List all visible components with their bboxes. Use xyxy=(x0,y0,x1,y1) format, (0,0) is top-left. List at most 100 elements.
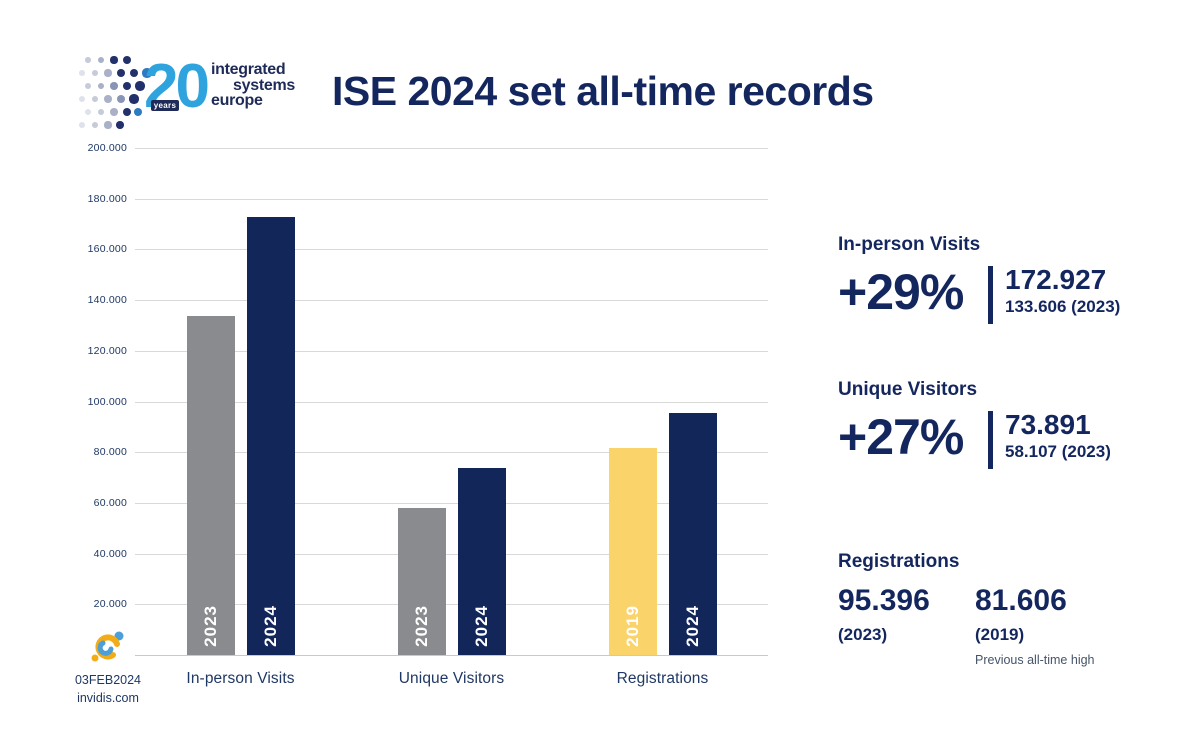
logo-dot xyxy=(91,121,99,129)
gridline xyxy=(135,148,768,149)
stat-block-unique-visitors: Unique Visitors +27% 73.891 58.107 (2023… xyxy=(838,379,1111,469)
bar-2019-registrations: 2019 xyxy=(608,448,657,655)
ise-brand-line3: europe xyxy=(211,92,263,109)
stat-row: +27% 73.891 58.107 (2023) xyxy=(838,408,1111,469)
stat-heading: In-person Visits xyxy=(838,234,981,255)
bar-2023-unique-visitors: 2023 xyxy=(397,507,446,655)
bar-year-label: 2019 xyxy=(622,605,642,647)
logo-dot xyxy=(79,122,85,128)
gridline xyxy=(135,502,768,504)
ise-brand-line1: integrated xyxy=(211,61,286,78)
logo-dot xyxy=(91,95,99,103)
logo-dot xyxy=(129,68,139,78)
logo-dot xyxy=(122,81,132,91)
y-axis-tick-label: 120.000 xyxy=(87,344,127,357)
logo-dot xyxy=(97,56,105,64)
bar-year-label: 2023 xyxy=(200,605,220,647)
ise-brand-line2: systems xyxy=(233,76,295,94)
bar-year-label: 2023 xyxy=(411,605,431,647)
x-axis-category-label: Unique Visitors xyxy=(398,670,505,687)
stat-current-value: 172.927 xyxy=(1005,264,1107,295)
y-axis-tick-label: 20.000 xyxy=(93,598,127,611)
stat-previous-value: 133.606 (2023) xyxy=(1005,297,1121,316)
registrations-2023-column: 95.396 (2023) xyxy=(838,585,975,667)
ise-years-badge: years xyxy=(151,100,179,111)
date-stamp: 03FEB2024 xyxy=(74,673,142,687)
y-axis-tick-label: 80.000 xyxy=(93,446,127,459)
logo-dot xyxy=(110,108,118,116)
stat-current-value: 73.891 xyxy=(1005,409,1091,440)
stat-change-percentage: +27% xyxy=(838,409,964,465)
logo-dot xyxy=(79,96,85,102)
logo-dot xyxy=(85,83,91,89)
y-axis-tick-label: 140.000 xyxy=(87,294,127,307)
site-stamp: invidis.com xyxy=(77,691,139,705)
y-axis-tick-label: 100.000 xyxy=(87,395,127,408)
registrations-row: 95.396 (2023) 81.606 (2019) Previous all… xyxy=(838,584,1112,668)
logo-dot xyxy=(142,68,152,78)
bar-year-label: 2024 xyxy=(682,605,702,647)
x-axis-line xyxy=(135,655,768,656)
y-axis-tick-label: 160.000 xyxy=(87,243,127,256)
invidis-logo-icon xyxy=(91,631,124,662)
gridline xyxy=(135,604,768,606)
bar-year-label: 2024 xyxy=(260,605,280,647)
stat-previous-value: 58.107 (2023) xyxy=(1005,442,1111,461)
logo-dot xyxy=(116,121,124,129)
logo-dot xyxy=(135,81,145,91)
logo-dot xyxy=(104,95,112,103)
x-axis-category-label: Registrations xyxy=(616,670,709,687)
stat-block-registrations: Registrations 95.396 (2023) 81.606 (2019… xyxy=(838,551,1112,667)
gridline xyxy=(135,198,768,200)
y-axis-tick-label: 40.000 xyxy=(93,547,127,560)
logo-dot xyxy=(85,109,91,115)
logo-dot xyxy=(117,69,125,77)
registrations-2019-value: 81.606 xyxy=(975,584,1067,617)
stat-values: 73.891 58.107 (2023) xyxy=(1005,408,1111,462)
stat-block-in-person-visits: In-person Visits +29% 172.927 133.606 (2… xyxy=(838,234,1120,324)
registrations-2019-column: 81.606 (2019) Previous all-time high xyxy=(975,584,1112,668)
logo-dot xyxy=(123,56,131,64)
y-axis-tick-label: 200.000 xyxy=(87,142,127,154)
logo-dot xyxy=(79,70,85,76)
logo-dot xyxy=(133,107,143,117)
registrations-2023-value: 95.396 xyxy=(838,584,930,617)
registrations-2019-caption: (2019) xyxy=(975,625,1025,644)
logo-dot xyxy=(97,108,105,116)
stat-values: 172.927 133.606 (2023) xyxy=(1005,263,1120,317)
logo-dot xyxy=(85,57,91,63)
bar-2023-in-person-visits: 2023 xyxy=(186,316,235,655)
bar-2024-unique-visitors: 2024 xyxy=(457,467,506,655)
y-axis-tick-label: 60.000 xyxy=(93,496,127,509)
y-axis-tick-label: 180.000 xyxy=(87,192,127,205)
stat-heading: Registrations xyxy=(838,551,960,572)
logo-dot xyxy=(122,107,132,117)
gridline xyxy=(135,553,768,555)
logo-dot xyxy=(110,82,118,90)
bar-2024-in-person-visits: 2024 xyxy=(246,216,295,655)
logo-dot xyxy=(91,69,99,77)
invidis-stamp: 03FEB2024 invidis.com xyxy=(70,628,146,707)
logo-dot xyxy=(110,56,118,64)
ise-logo: 20 years integrated systems europe xyxy=(0,0,320,150)
bar-year-label: 2024 xyxy=(471,605,491,647)
logo-dot xyxy=(104,69,112,77)
logo-dot xyxy=(129,94,139,104)
gridline xyxy=(135,300,768,302)
x-axis-category-label: In-person Visits xyxy=(186,670,295,687)
registrations-2023-caption: (2023) xyxy=(838,625,888,644)
gridline xyxy=(135,401,768,403)
logo-dot xyxy=(116,94,126,104)
stat-change-percentage: +29% xyxy=(838,264,964,320)
registrations-previous-high-note: Previous all-time high xyxy=(975,653,1095,667)
stat-row: +29% 172.927 133.606 (2023) xyxy=(838,263,1120,324)
logo-dot xyxy=(97,82,105,90)
gridline xyxy=(135,452,768,454)
page-title: ISE 2024 set all-time records xyxy=(332,68,874,114)
stat-divider xyxy=(988,266,993,324)
stat-heading: Unique Visitors xyxy=(838,379,978,400)
gridline xyxy=(135,350,768,352)
stat-divider xyxy=(988,411,993,469)
gridline xyxy=(135,249,768,251)
